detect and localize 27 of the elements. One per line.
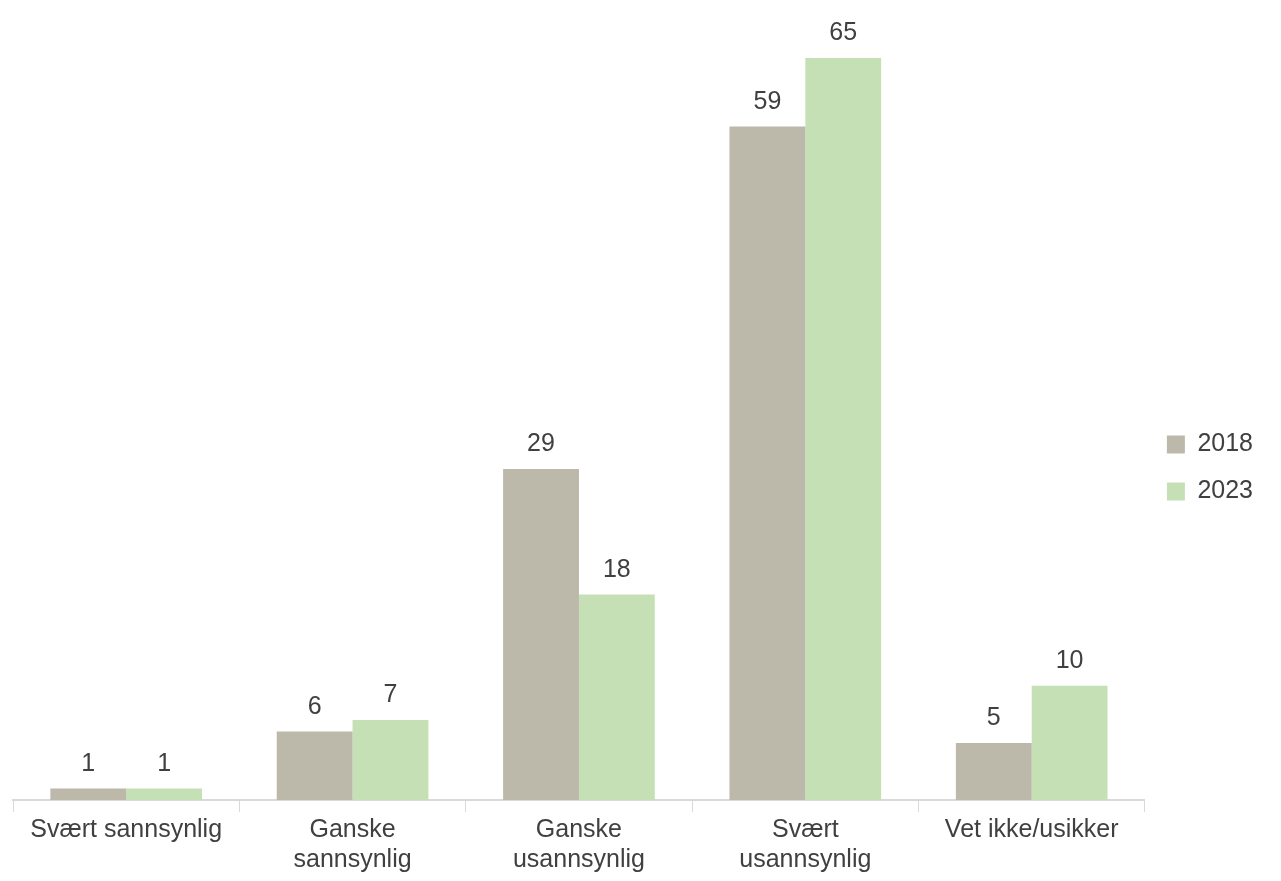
data-label: 29 <box>527 428 555 457</box>
x-tick-label: Ganske sannsynlig <box>293 813 412 872</box>
data-label: 1 <box>157 747 172 776</box>
legend-label: 2023 <box>1197 475 1254 504</box>
bar <box>352 720 429 800</box>
bar <box>503 468 579 800</box>
x-tick-label: Svært usannsynlig <box>739 813 872 872</box>
legend-label: 2018 <box>1197 428 1254 457</box>
data-label: 5 <box>986 702 1001 731</box>
bar <box>805 58 882 800</box>
data-label: 10 <box>1055 645 1084 674</box>
bar <box>50 788 127 800</box>
x-tick-label: Vet ikke/usikker <box>944 813 1119 842</box>
bar <box>126 788 203 800</box>
data-label: 6 <box>307 690 322 719</box>
data-label: 7 <box>383 679 398 708</box>
data-label: 65 <box>829 17 858 46</box>
data-label: 1 <box>81 747 96 776</box>
bar <box>1031 685 1108 800</box>
x-tick-label: Ganske usannsynlig <box>512 813 645 872</box>
x-tick-label: Svært sannsynlig <box>30 813 223 842</box>
bar <box>729 126 806 800</box>
bar <box>578 594 655 800</box>
data-label: 59 <box>753 85 782 114</box>
bar <box>955 742 1032 800</box>
data-label: 18 <box>602 553 631 582</box>
bar <box>276 731 353 800</box>
